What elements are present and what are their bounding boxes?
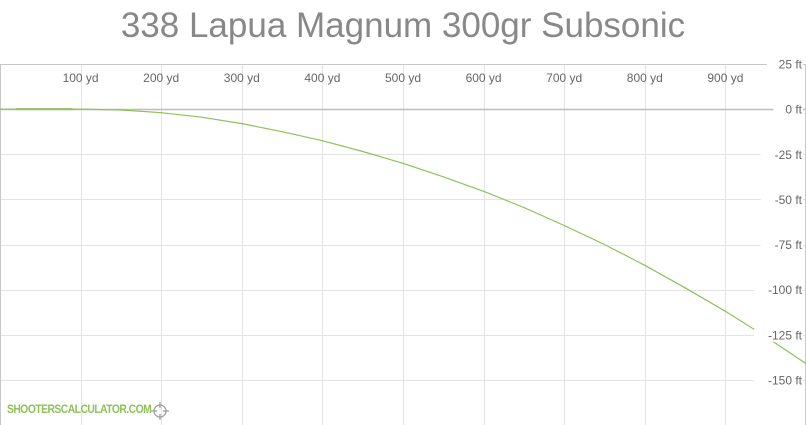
- y-tick-label: 25 ft: [779, 58, 803, 72]
- trajectory-point: [644, 264, 646, 266]
- y-tick-backing: [767, 57, 803, 71]
- y-tick-label: -75 ft: [775, 238, 803, 252]
- y-tick-label: -100 ft: [768, 283, 803, 297]
- y-tick-label: 0 ft: [785, 103, 802, 117]
- tick-labels: 100 yd 200 yd 300 yd 400 yd 500 yd 600 yd 700 …: [63, 57, 803, 387]
- trajectory-point: [160, 112, 162, 114]
- trajectory-point: [120, 109, 122, 111]
- x-tick-label: 300 yd: [224, 71, 260, 85]
- trajectory-point: [563, 224, 565, 227]
- trajectory-point: [241, 122, 243, 125]
- trajectory-point: [402, 162, 404, 164]
- y-tick-label: -25 ft: [775, 148, 803, 162]
- trajectory-point: [281, 131, 283, 133]
- trajectory-point: [523, 206, 525, 209]
- trajectory-point: [80, 108, 82, 110]
- y-tick-backing: [773, 102, 803, 117]
- trajectory-point: [442, 176, 444, 178]
- site-brand[interactable]: SHOOTERSCALCULATOR.COM: [7, 402, 152, 416]
- trajectory-point: [321, 140, 323, 142]
- trajectory-point: [684, 287, 686, 289]
- x-tick-label: 800 yd: [627, 71, 663, 85]
- y-tick-backing: [760, 192, 803, 207]
- y-tick-label: -50 ft: [775, 193, 803, 207]
- trajectory-point: [724, 310, 727, 312]
- y-tick-backing: [754, 327, 803, 342]
- y-tick-backing: [760, 147, 803, 162]
- crosshair-icon: [151, 402, 169, 420]
- y-tick-label: -125 ft: [768, 328, 803, 342]
- trajectory-point: [603, 243, 606, 246]
- y-tick-backing: [754, 282, 803, 297]
- x-tick-label: 500 yd: [385, 71, 421, 85]
- grid-lines: [0, 64, 806, 425]
- y-tick-backing: [754, 372, 803, 387]
- x-tick-label: 100 yd: [63, 71, 99, 85]
- y-tick-label: -150 ft: [768, 373, 803, 387]
- trajectory-point: [362, 150, 364, 153]
- x-tick-label: 200 yd: [143, 71, 179, 85]
- x-tick-label: 400 yd: [304, 71, 340, 85]
- y-tick-backing: [760, 237, 803, 252]
- x-tick-label: 600 yd: [466, 71, 502, 85]
- series-layer: [0, 108, 806, 365]
- trajectory-point: [483, 190, 485, 192]
- chart-title: 338 Lapua Magnum 300gr Subsonic: [120, 6, 686, 45]
- x-tick-label: 700 yd: [546, 71, 582, 85]
- x-tick-label: 900 yd: [707, 71, 743, 85]
- trajectory-point: [200, 116, 203, 118]
- trajectory-point: [0, 108, 1, 110]
